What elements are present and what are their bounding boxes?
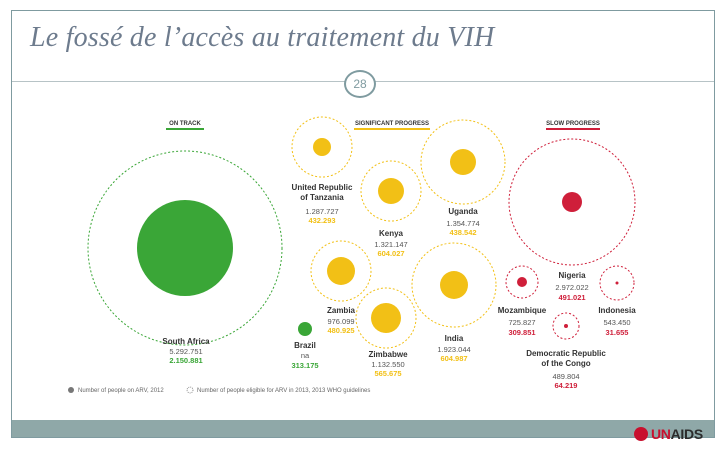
label-south-africa: South Africa [162,337,210,346]
label-tanzania-1: United Republic [292,183,353,192]
bubble-india [411,242,497,328]
eligible-circle [505,265,539,299]
eligible-circle [508,138,636,266]
eligible-indonesia: 543.450 [603,318,630,327]
eligible-circle [87,150,283,346]
eligible-mozambique: 725.827 [508,318,535,327]
arv-zambia: 480.925 [327,326,354,335]
eligible-circle [355,287,417,349]
eligible-circle [420,119,506,205]
arv-circle [313,138,331,156]
eligible-uganda: 1.354.774 [446,219,479,228]
arv-kenya: 604.027 [377,249,404,258]
legend-eligible-text: Number of people eligible for ARV in 201… [197,388,370,394]
label-uganda: Uganda [448,207,478,216]
eligible-zambia: 976.099 [327,317,354,326]
bubble-tanzania [291,116,353,178]
arv-indonesia: 31.655 [606,328,629,337]
arv-drc: 64.219 [555,381,578,390]
arv-circle [564,324,568,328]
arv-circle [378,178,404,204]
un-emblem-icon [634,427,648,441]
label-zimbabwe: Zimbabwe [368,350,408,359]
arv-circle [327,257,355,285]
eligible-circle [599,265,635,301]
eligible-circle [291,116,353,178]
arv-south-africa: 2.150.881 [169,356,202,365]
legend-arv-text: Number of people on ARV, 2012 [78,388,164,394]
eligible-circle [360,160,422,222]
arv-tanzania: 432.293 [308,216,335,225]
arv-brazil: 313.175 [291,361,318,370]
label-brazil: Brazil [294,341,316,350]
header-on-track: ON TRACK [169,121,201,127]
logo-text: UNAIDS [651,426,703,442]
eligible-south-africa: 5.292.751 [169,347,202,356]
bubble-south-africa [87,150,283,346]
label-kenya: Kenya [379,229,404,238]
unaids-logo: UNAIDS [634,426,703,442]
bubble-nigeria [508,138,636,266]
label-nigeria: Nigeria [558,271,586,280]
bubble-indonesia [599,265,635,301]
label-india: India [445,334,464,343]
eligible-brazil: na [301,351,310,360]
eligible-drc: 489.804 [552,372,579,381]
bubble-kenya [360,160,422,222]
arv-zimbabwe: 565.675 [374,369,401,378]
legend-eligible-swatch [186,386,194,394]
arv-nigeria: 491.021 [558,293,585,302]
eligible-nigeria: 2.972.022 [555,283,588,292]
bubble-mozambique [505,265,539,299]
header-slow: SLOW PROGRESS [546,121,600,127]
arv-india: 604.987 [440,354,467,363]
slide-title: Le fossé de l’accès au traitement du VIH [30,22,495,53]
header-significant: SIGNIFICANT PROGRESS [355,121,429,127]
footer-bar [12,420,714,437]
arv-circle [562,192,582,212]
legend-arv-swatch [68,387,74,393]
arv-circle [440,271,468,299]
eligible-circle [552,312,580,340]
eligible-circle [310,240,372,302]
eligible-zimbabwe: 1.132.550 [371,360,404,369]
eligible-kenya: 1.321.147 [374,240,407,249]
arv-mozambique: 309.851 [508,328,535,337]
bubble-drc [552,312,580,340]
arv-circle [371,303,401,333]
label-indonesia: Indonesia [598,306,636,315]
arv-circle [517,277,527,287]
arv-uganda: 438.542 [449,228,476,237]
page-number: 28 [344,70,376,98]
label-drc-2: of the Congo [541,359,590,368]
arv-circle [137,200,233,296]
label-tanzania-2: of Tanzania [300,193,344,202]
eligible-circle [411,242,497,328]
eligible-tanzania: 1.287.727 [305,207,338,216]
arv-circle [450,149,476,175]
bubble-uganda [420,119,506,205]
bubble-zambia [310,240,372,302]
slide-frame [11,10,715,438]
bubble-zimbabwe [355,287,417,349]
label-drc-1: Democratic Republic [526,349,606,358]
label-mozambique: Mozambique [498,306,547,315]
eligible-india: 1.923.044 [437,345,470,354]
label-zambia: Zambia [327,306,356,315]
bubble-brazil [298,322,312,336]
arv-circle [615,281,619,285]
